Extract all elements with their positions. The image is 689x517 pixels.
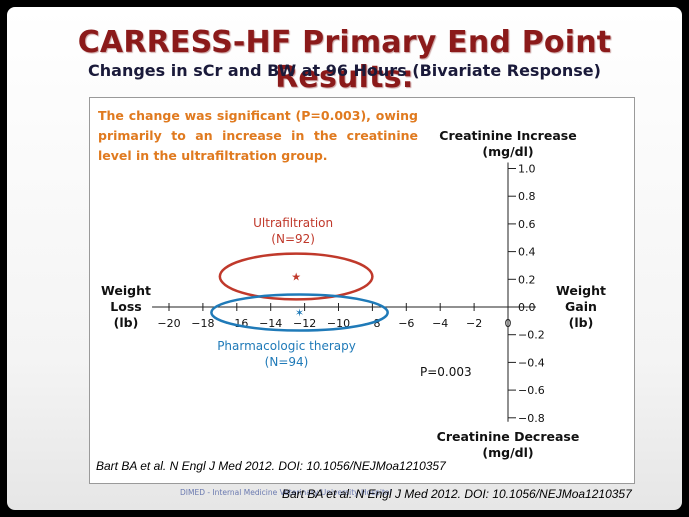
y-tick-label: −0.2 [518, 329, 545, 342]
x-tick-label: −18 [191, 317, 214, 330]
y-tick-label: −0.6 [518, 384, 545, 397]
series-label: Ultrafiltration [253, 216, 333, 230]
x-axis-right-label: (lb) [569, 315, 594, 330]
slide: CARRESS-HF Primary End Point Results: Ch… [7, 7, 682, 510]
y-axis-bottom-label: (mg/dl) [482, 445, 533, 460]
confidence-ellipse [218, 252, 374, 301]
x-tick-label: −10 [327, 317, 350, 330]
slide-subtitle: Changes in sCr and BW at 96 Hours (Bivar… [88, 61, 601, 80]
data-point-marker: ✶ [295, 307, 304, 320]
series-n-label: (N=92) [271, 232, 315, 246]
chart-panel: The change was significant (P=0.003), ow… [89, 97, 635, 484]
y-tick-label: 0.6 [518, 218, 536, 231]
y-tick-label: 1.0 [518, 163, 536, 176]
y-tick-label: 0.0 [518, 301, 536, 314]
x-tick-label: −6 [398, 317, 414, 330]
y-tick-label: −0.8 [518, 412, 545, 425]
x-axis-left-label: (lb) [114, 315, 139, 330]
x-axis-left-label: Loss [110, 299, 141, 314]
y-tick-label: 0.4 [518, 246, 536, 259]
p-value-label: P=0.003 [420, 365, 472, 379]
x-tick-label: −12 [293, 317, 316, 330]
y-axis-top-label: (mg/dl) [482, 144, 533, 159]
slide-title: CARRESS-HF Primary End Point Results: [77, 25, 612, 95]
data-point-marker: ★ [291, 271, 301, 284]
footer-text: DIMED - Internal Medicine Veterinary Uni… [180, 488, 392, 497]
citation: Bart BA et al. N Engl J Med 2012. DOI: 1… [96, 459, 446, 473]
y-tick-label: 0.2 [518, 273, 536, 286]
x-tick-label: −14 [259, 317, 282, 330]
series-n-label: (N=94) [265, 355, 309, 369]
y-axis-bottom-label: Creatinine Decrease [437, 429, 580, 444]
series-label: Pharmacologic therapy [217, 339, 356, 353]
x-axis-right-label: Weight [556, 283, 606, 298]
y-axis-top-label: Creatinine Increase [439, 128, 576, 143]
confidence-ellipse [210, 293, 389, 332]
x-tick-label: −4 [432, 317, 448, 330]
y-tick-label: −0.4 [518, 356, 545, 369]
footer-citation: Bart BA et al. N Engl J Med 2012. DOI: 1… [282, 487, 632, 501]
x-tick-label: −2 [466, 317, 482, 330]
x-tick-label: −20 [157, 317, 180, 330]
x-axis-left-label: Weight [101, 283, 151, 298]
bivariate-chart: −20−18−16−14−12−10−8−6−4−201.00.80.60.40… [101, 128, 606, 460]
y-tick-label: 0.8 [518, 190, 536, 203]
x-axis-right-label: Gain [565, 299, 597, 314]
result-note: The change was significant (P=0.003), ow… [98, 108, 418, 163]
